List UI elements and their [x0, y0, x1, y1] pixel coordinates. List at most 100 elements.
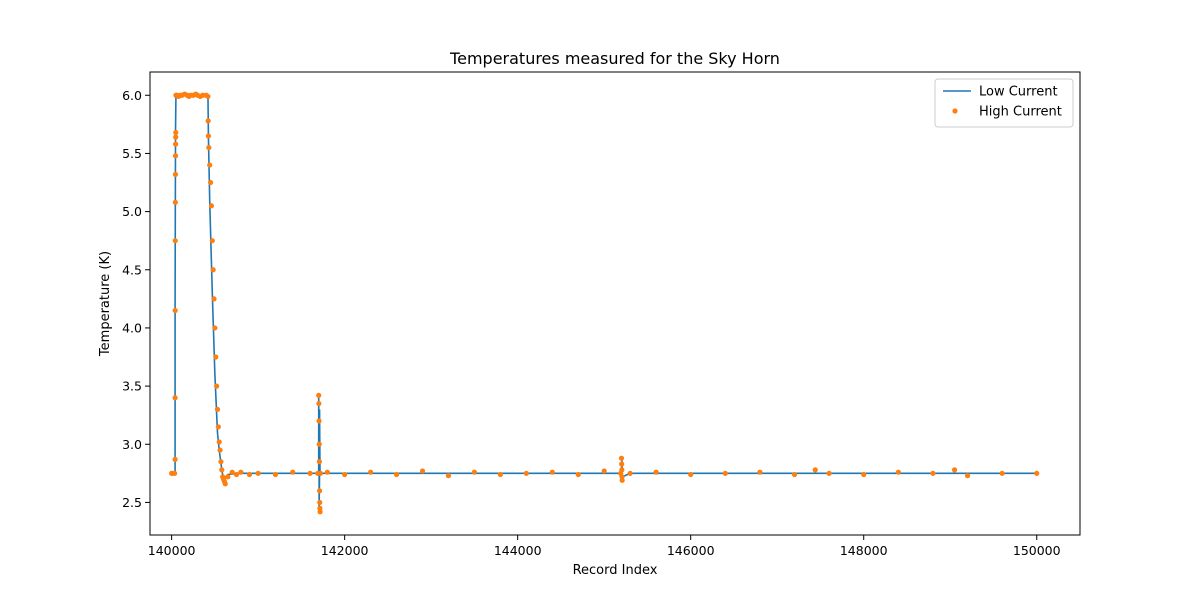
- data-point-high-current: [205, 93, 211, 100]
- data-point-high-current: [999, 470, 1005, 476]
- legend-entry-label: Low Current: [979, 85, 1058, 100]
- data-point-high-current: [317, 509, 323, 515]
- plot-area: [149, 71, 1081, 536]
- data-point-high-current: [791, 471, 798, 478]
- data-point-high-current: [210, 267, 216, 273]
- y-tick-label: 5.5: [122, 146, 142, 161]
- data-point-high-current: [213, 354, 219, 360]
- data-point-high-current: [229, 469, 235, 475]
- data-point-high-current: [497, 471, 503, 478]
- data-point-high-current: [419, 468, 426, 474]
- data-point-high-current: [619, 477, 625, 483]
- legend-entry-label: High Current: [979, 105, 1062, 120]
- data-point-high-current: [215, 424, 221, 430]
- data-point-high-current: [324, 469, 330, 475]
- x-tick-label: 144000: [494, 543, 542, 558]
- data-point-high-current: [619, 467, 625, 473]
- data-point-high-current: [172, 307, 178, 314]
- data-point-high-current: [951, 467, 958, 473]
- y-tick-label: 5.0: [122, 204, 142, 219]
- data-point-high-current: [368, 469, 374, 475]
- data-point-high-current: [688, 471, 694, 478]
- y-tick-label: 3.5: [122, 379, 142, 394]
- data-point-high-current: [471, 469, 478, 475]
- data-point-high-current: [601, 468, 607, 474]
- data-point-high-current: [238, 469, 244, 475]
- y-tick-label: 6.0: [122, 88, 142, 103]
- data-point-high-current: [172, 153, 179, 159]
- data-point-high-current: [172, 395, 178, 401]
- data-point-high-current: [1034, 470, 1040, 476]
- data-point-high-current: [207, 162, 213, 168]
- data-point-high-current: [218, 459, 224, 465]
- data-point-high-current: [618, 455, 625, 461]
- data-point-high-current: [172, 456, 178, 462]
- x-tick-label: 146000: [667, 543, 715, 558]
- data-point-high-current: [172, 199, 178, 205]
- data-point-high-current: [549, 469, 555, 475]
- data-point-high-current: [722, 470, 728, 476]
- data-point-high-current: [627, 470, 633, 476]
- data-point-high-current: [225, 474, 231, 480]
- x-tick-label: 148000: [840, 543, 888, 558]
- data-point-high-current: [342, 471, 348, 478]
- axes-frame: [149, 71, 1081, 536]
- y-tick-label: 2.5: [122, 495, 142, 510]
- data-point-high-current: [307, 470, 313, 476]
- data-point-high-current: [214, 383, 220, 389]
- legend: Low Current High Current: [934, 78, 1074, 128]
- data-point-high-current: [317, 499, 323, 506]
- data-point-high-current: [222, 481, 228, 487]
- data-point-high-current: [826, 470, 832, 476]
- data-point-high-current: [246, 471, 253, 478]
- legend-marker-swatch: [952, 108, 958, 114]
- data-point-high-current: [173, 129, 179, 136]
- data-point-high-current: [173, 134, 179, 140]
- x-tick-label: 140000: [148, 543, 196, 558]
- data-point-high-current: [316, 459, 322, 465]
- data-point-high-current: [172, 238, 178, 244]
- data-point-high-current: [217, 447, 223, 453]
- data-point-high-current: [757, 469, 763, 475]
- data-point-high-current: [212, 325, 218, 331]
- data-point-high-current: [575, 471, 581, 478]
- data-point-high-current: [895, 469, 901, 475]
- data-point-high-current: [205, 118, 211, 124]
- data-point-high-current: [523, 470, 529, 476]
- data-point-high-current: [653, 469, 659, 475]
- data-point-high-current: [233, 471, 240, 478]
- data-point-high-current: [216, 439, 222, 445]
- data-point-high-current: [172, 171, 179, 177]
- y-axis-ticks: 2.5 3.0 3.5 4.0 4.5 5.0 5.5 6.0: [122, 88, 150, 510]
- y-tick-label: 3.0: [122, 437, 142, 452]
- data-point-high-current: [964, 473, 971, 479]
- data-point-high-current: [207, 179, 214, 186]
- x-tick-label: 142000: [321, 543, 369, 558]
- data-point-high-current: [316, 441, 322, 447]
- data-point-high-current: [812, 467, 818, 473]
- x-axis-ticks: 140000 142000 144000 146000 148000 150000: [148, 535, 1061, 558]
- data-point-high-current: [173, 141, 179, 147]
- data-point-high-current: [316, 400, 322, 407]
- data-point-high-current: [219, 467, 225, 473]
- data-point-high-current: [445, 473, 452, 479]
- data-point-high-current: [290, 469, 296, 475]
- data-point-high-current: [316, 418, 322, 424]
- chart-title: Temperatures measured for the Sky Horn: [449, 49, 780, 68]
- data-point-high-current: [172, 470, 178, 476]
- series-line-low-current: [171, 94, 1037, 509]
- x-tick-label: 150000: [1013, 543, 1061, 558]
- data-point-high-current: [214, 406, 221, 412]
- data-point-high-current: [208, 203, 215, 209]
- y-tick-label: 4.0: [122, 320, 142, 335]
- data-point-high-current: [209, 238, 215, 244]
- data-point-high-current: [316, 392, 322, 398]
- data-point-high-current: [619, 461, 625, 467]
- data-point-high-current: [272, 471, 279, 478]
- data-point-high-current: [861, 471, 867, 478]
- data-point-high-current: [255, 470, 261, 476]
- y-axis-label: Temperature (K): [98, 251, 113, 357]
- data-point-high-current: [211, 296, 217, 302]
